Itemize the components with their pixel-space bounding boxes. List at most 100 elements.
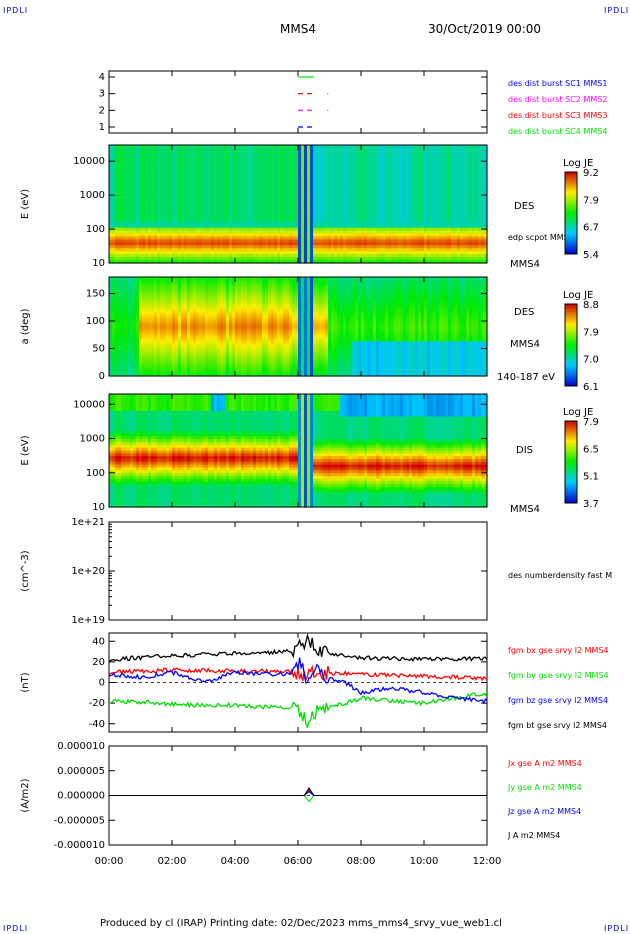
heatmap-cell-1 (427, 201, 431, 205)
heatmap-cell-1 (460, 192, 464, 196)
heatmap-cell-1 (313, 145, 317, 149)
heatmap-cell-1 (364, 165, 368, 170)
heatmap-cell-1 (349, 180, 353, 184)
heatmap-cell-1 (439, 198, 443, 202)
heatmap-cell-1 (463, 147, 467, 152)
heatmap-cell-1 (277, 195, 281, 199)
heatmap-cell-1 (256, 180, 260, 184)
heatmap-cell-1 (226, 189, 230, 193)
heatmap-cell-1 (280, 168, 284, 173)
heatmap-cell-1 (385, 162, 389, 167)
heatmap-cell-1 (109, 204, 113, 208)
heatmap-cell-1 (439, 159, 443, 164)
heatmap-cell-1 (199, 159, 203, 164)
heatmap-cell-1 (433, 180, 437, 184)
heatmap-cell-1 (241, 159, 245, 164)
heatmap-cell-1 (427, 183, 431, 187)
heatmap-cell-1 (124, 171, 128, 176)
heatmap-cell-1 (460, 162, 464, 167)
heatmap-cell-1 (145, 159, 149, 164)
heatmap-cell-1 (319, 147, 323, 152)
heatmap-cell-1 (154, 171, 158, 176)
heatmap-cell-1 (289, 189, 293, 193)
heatmap-cell-1 (457, 156, 461, 161)
heatmap-cell-1 (325, 174, 329, 179)
heatmap-cell-1 (448, 192, 452, 196)
heatmap-cell-1 (304, 153, 308, 158)
heatmap-cell-1 (343, 150, 347, 155)
heatmap-cell-1 (202, 145, 206, 149)
heatmap-cell-1 (223, 153, 227, 158)
heatmap-cell-1 (241, 201, 245, 205)
heatmap-cell-1 (154, 165, 158, 170)
heatmap-cell-1 (268, 168, 272, 173)
heatmap-cell-1 (394, 171, 398, 176)
heatmap-cell-1 (226, 165, 230, 170)
heatmap-cell-1 (481, 198, 485, 202)
heatmap-cell-1 (391, 195, 395, 199)
heatmap-cell-1 (133, 156, 137, 161)
heatmap-cell-1 (382, 159, 386, 164)
heatmap-cell-1 (433, 153, 437, 158)
heatmap-cell-1 (361, 192, 365, 196)
heatmap-cell-1 (124, 174, 128, 179)
heatmap-cell-1 (220, 153, 224, 158)
heatmap-cell-1 (172, 195, 176, 199)
heatmap-cell-1 (484, 198, 488, 202)
heatmap-cell-1 (292, 147, 296, 152)
heatmap-cell-1 (253, 153, 257, 158)
heatmap-cell-1 (229, 168, 233, 173)
heatmap-cell-1 (331, 201, 335, 205)
heatmap-cell-1 (277, 189, 281, 193)
heatmap-cell-1 (340, 156, 344, 161)
heatmap-cell-1 (307, 162, 311, 167)
heatmap-cell-1 (463, 162, 467, 167)
heatmap-cell-1 (346, 153, 350, 158)
heatmap-cell-1 (376, 165, 380, 170)
heatmap-cell-1 (271, 177, 275, 181)
corner-label-bottom-left: IPDLI (3, 924, 29, 933)
heatmap-cell-1 (433, 186, 437, 190)
heatmap-cell-1 (301, 180, 305, 184)
heatmap-cell-1 (178, 192, 182, 196)
heatmap-cell-1 (370, 165, 374, 170)
heatmap-cell-1 (379, 171, 383, 176)
heatmap-cell-1 (238, 189, 242, 193)
heatmap-cell-1 (193, 168, 197, 173)
heatmap-cell-1 (205, 150, 209, 155)
heatmap-cell-1 (220, 195, 224, 199)
heatmap-cell-1 (385, 159, 389, 164)
heatmap-cell-1 (157, 147, 161, 152)
heatmap-cell-1 (238, 165, 242, 170)
heatmap-cell-1 (142, 192, 146, 196)
heatmap-cell-1 (319, 150, 323, 155)
heatmap-cell-1 (289, 165, 293, 170)
heatmap-cell-1 (247, 183, 251, 187)
heatmap-cell-1 (307, 180, 311, 184)
heatmap-cell-1 (388, 180, 392, 184)
heatmap-cell-1 (229, 174, 233, 179)
heatmap-cell-1 (133, 201, 137, 205)
heatmap-cell-1 (247, 189, 251, 193)
heatmap-cell-1 (280, 183, 284, 187)
heatmap-cell-1 (367, 165, 371, 170)
heatmap-cell-1 (229, 201, 233, 205)
heatmap-cell-1 (457, 150, 461, 155)
heatmap-cell-1 (298, 186, 302, 190)
heatmap-cell-1 (160, 168, 164, 173)
heatmap-cell-1 (304, 145, 308, 149)
heatmap-cell-1 (409, 189, 413, 193)
heatmap-cell-1 (367, 198, 371, 202)
heatmap-cell-1 (181, 195, 185, 199)
heatmap-cell-1 (376, 150, 380, 155)
heatmap-cell-1 (319, 177, 323, 181)
heatmap-cell-1 (325, 186, 329, 190)
heatmap-cell-1 (328, 156, 332, 161)
heatmap-cell-1 (163, 168, 167, 173)
heatmap-cell-1 (133, 183, 137, 187)
heatmap-cell-1 (298, 159, 302, 164)
heatmap-cell-1 (421, 198, 425, 202)
heatmap-cell-1 (301, 145, 305, 149)
heatmap-cell-1 (415, 186, 419, 190)
heatmap-cell-1 (157, 189, 161, 193)
